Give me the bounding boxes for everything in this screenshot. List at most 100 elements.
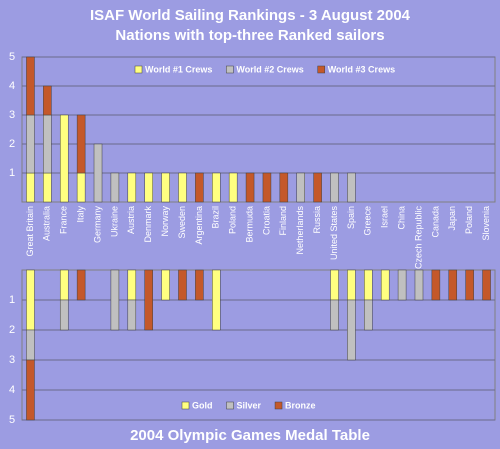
bar-segment bbox=[43, 85, 52, 116]
plot-area bbox=[21, 56, 496, 203]
y-tick-label: 2 bbox=[9, 324, 15, 336]
x-tick-label: Greece bbox=[363, 206, 373, 236]
x-tick-label: Austria bbox=[126, 206, 136, 234]
y-tick-label: 5 bbox=[9, 414, 15, 426]
x-tick-label: Norway bbox=[160, 206, 170, 237]
x-tick-label: Croatia bbox=[261, 206, 271, 235]
bar-segment bbox=[59, 114, 69, 203]
bar-segment bbox=[313, 172, 322, 203]
legend-swatch bbox=[181, 401, 190, 410]
bar-segment bbox=[26, 329, 35, 361]
x-tick-label: Australia bbox=[42, 206, 52, 241]
bar-segment bbox=[347, 172, 356, 203]
bar-segment bbox=[364, 269, 373, 301]
bar-segment bbox=[43, 172, 52, 203]
bar-segment bbox=[76, 269, 86, 301]
plot-area bbox=[21, 269, 496, 421]
x-tick-label: Ukraine bbox=[109, 206, 119, 237]
x-tick-label: Sweden bbox=[177, 206, 187, 239]
bar-segment bbox=[414, 269, 424, 301]
bar-segment bbox=[144, 269, 153, 331]
bar-segment bbox=[195, 172, 204, 203]
x-tick-label: Denmark bbox=[143, 206, 153, 243]
bar-segment bbox=[59, 269, 69, 301]
bar-segment bbox=[364, 299, 373, 331]
bar-segment bbox=[228, 172, 238, 203]
x-tick-label: France bbox=[59, 206, 69, 234]
y-tick-label: 1 bbox=[9, 167, 15, 179]
x-tick-label: Slovenia bbox=[481, 206, 491, 241]
bar-segment bbox=[482, 269, 491, 301]
x-tick-label: Germany bbox=[92, 206, 102, 244]
y-tick-label: 5 bbox=[9, 51, 15, 63]
bar-segment bbox=[144, 172, 153, 203]
bar-segment bbox=[330, 299, 339, 331]
bar-segment bbox=[26, 269, 35, 331]
bar-segment bbox=[76, 172, 86, 203]
legend-label: World #3 Crews bbox=[328, 64, 395, 74]
x-tick-label: Italy bbox=[76, 206, 86, 223]
bar-segment bbox=[26, 56, 35, 116]
legend-swatch bbox=[226, 65, 234, 74]
y-tick-label: 3 bbox=[9, 354, 15, 366]
bar-segment bbox=[178, 172, 187, 203]
x-tick-label: Canada bbox=[430, 206, 440, 238]
chart-subtitle: Nations with top-three Ranked sailors bbox=[115, 27, 384, 44]
bar-segment bbox=[161, 269, 170, 301]
bar-segment bbox=[448, 269, 458, 301]
chart-title: 2004 Olympic Games Medal Table bbox=[130, 427, 370, 444]
bar-segment bbox=[59, 299, 69, 331]
bar-segment bbox=[380, 269, 390, 301]
legend-label: Bronze bbox=[285, 400, 316, 410]
x-tick-label: Japan bbox=[447, 206, 457, 231]
bar-segment bbox=[127, 172, 137, 203]
x-tick-label: Poland bbox=[464, 206, 474, 234]
x-tick-label: Poland bbox=[228, 206, 238, 234]
legend-swatch bbox=[317, 65, 325, 74]
x-tick-label: Israel bbox=[380, 206, 390, 228]
bar-segment bbox=[43, 114, 52, 174]
bar-segment bbox=[161, 172, 170, 203]
bar-segment bbox=[397, 269, 407, 301]
legend-label: Gold bbox=[192, 400, 213, 410]
bar-segment bbox=[212, 172, 221, 203]
legend-swatch bbox=[274, 401, 283, 410]
bar-segment bbox=[465, 269, 474, 301]
bar-segment bbox=[330, 269, 339, 301]
x-tick-label: United States bbox=[329, 206, 339, 261]
y-tick-label: 4 bbox=[9, 80, 15, 92]
legend-label: World #1 Crews bbox=[145, 64, 212, 74]
y-tick-label: 2 bbox=[9, 138, 15, 150]
y-tick-label: 3 bbox=[9, 109, 15, 121]
bar-segment bbox=[279, 172, 289, 203]
legend-label: Silver bbox=[237, 400, 262, 410]
bar-segment bbox=[26, 172, 35, 203]
chart-title: ISAF World Sailing Rankings - 3 August 2… bbox=[90, 7, 411, 24]
bar-segment bbox=[110, 269, 120, 331]
x-tick-label: Argentina bbox=[194, 206, 204, 245]
x-tick-label: Spain bbox=[346, 206, 356, 229]
x-tick-label: Russia bbox=[312, 206, 322, 234]
bar-segment bbox=[110, 172, 120, 203]
bar-segment bbox=[127, 299, 137, 331]
x-tick-label: China bbox=[396, 206, 406, 230]
bar-segment bbox=[26, 114, 35, 174]
legend-swatch bbox=[134, 65, 143, 74]
bar-segment bbox=[195, 269, 204, 301]
x-tick-label: Brazil bbox=[211, 206, 221, 229]
bar-segment bbox=[93, 143, 103, 203]
x-tick-label: Finland bbox=[278, 206, 288, 236]
bar-segment bbox=[431, 269, 441, 301]
bar-segment bbox=[178, 269, 187, 301]
bar-segment bbox=[127, 269, 137, 301]
bar-segment bbox=[26, 359, 35, 421]
bar-segment bbox=[76, 114, 86, 174]
bar-segment bbox=[347, 299, 356, 361]
bar-segment bbox=[245, 172, 255, 203]
x-tick-label: Czech Republic bbox=[413, 206, 423, 270]
y-tick-label: 1 bbox=[9, 294, 15, 306]
x-tick-label: Great Britain bbox=[25, 206, 35, 257]
bar-segment bbox=[262, 172, 272, 203]
legend-label: World #2 Crews bbox=[236, 64, 303, 74]
